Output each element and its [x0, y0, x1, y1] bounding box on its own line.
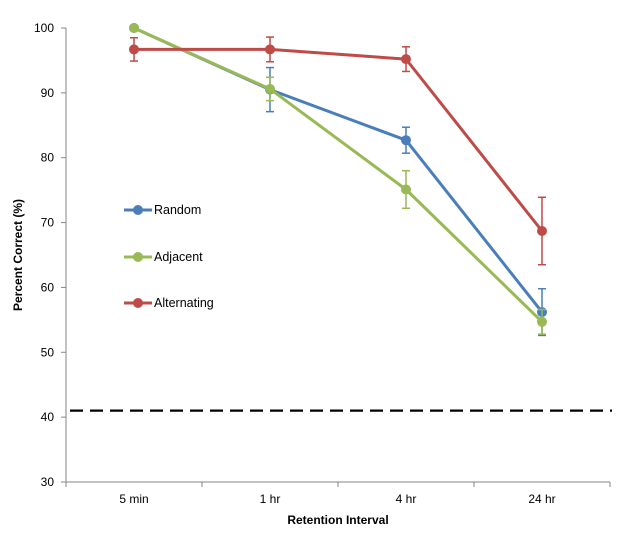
data-point — [265, 44, 275, 55]
series-alternating — [129, 36, 547, 266]
data-point — [401, 184, 411, 195]
y-tick-label: 70 — [41, 216, 55, 230]
legend-item-adjacent: Adjacent — [124, 250, 203, 264]
series-layer — [129, 23, 547, 337]
x-axis-title: Retention Interval — [287, 513, 388, 527]
data-point — [129, 23, 139, 33]
legend-marker — [133, 298, 143, 308]
data-point — [265, 83, 275, 94]
legend-item-random: Random — [124, 203, 201, 217]
series-random — [129, 23, 547, 337]
axes: 30 40 50 60 70 80 90 100 5 min 1 hr 4 hr 24 hr — [34, 21, 611, 506]
data-point — [401, 54, 411, 65]
legend-item-alternating: Alternating — [124, 296, 214, 310]
legend-marker — [133, 205, 143, 215]
legend-marker — [133, 252, 143, 262]
series-adjacent — [129, 23, 547, 335]
data-point — [537, 226, 547, 237]
y-tick-label: 60 — [41, 280, 55, 294]
data-point — [401, 135, 411, 146]
x-tick-label: 24 hr — [528, 492, 555, 506]
series-line — [134, 47, 544, 232]
y-tick-label: 30 — [41, 475, 55, 489]
legend-label: Adjacent — [154, 250, 203, 264]
y-tick-label: 80 — [41, 151, 55, 165]
y-axis-title: Percent Correct (%) — [11, 199, 25, 311]
legend-label: Random — [154, 203, 201, 217]
legend: Random Adjacent Alternating — [124, 203, 214, 310]
y-tick-label: 40 — [41, 410, 55, 424]
x-tick-label: 5 min — [119, 492, 148, 506]
y-tick-label: 100 — [34, 21, 54, 35]
series-line — [133, 26, 544, 314]
x-tick-label: 1 hr — [260, 492, 281, 506]
series-line — [133, 26, 544, 323]
data-point — [537, 316, 547, 327]
x-tick-label: 4 hr — [396, 492, 417, 506]
legend-label: Alternating — [154, 296, 214, 310]
y-tick-label: 90 — [41, 86, 55, 100]
y-tick-label: 50 — [41, 345, 55, 359]
data-point — [129, 44, 139, 55]
